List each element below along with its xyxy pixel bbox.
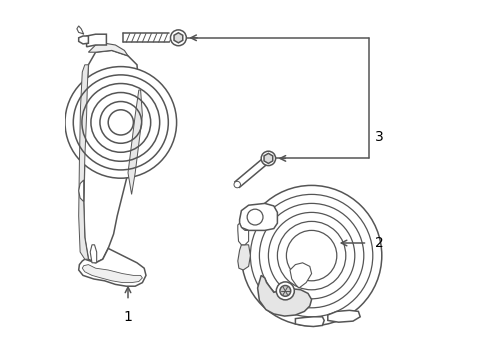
Text: 1: 1 <box>123 310 132 324</box>
Polygon shape <box>174 33 183 43</box>
Polygon shape <box>240 203 277 230</box>
Polygon shape <box>79 65 88 259</box>
Polygon shape <box>258 275 312 316</box>
Circle shape <box>171 30 186 46</box>
Polygon shape <box>328 310 360 322</box>
Circle shape <box>247 209 263 225</box>
Polygon shape <box>238 223 248 245</box>
Polygon shape <box>79 248 146 286</box>
Polygon shape <box>238 245 250 270</box>
Polygon shape <box>295 317 324 327</box>
Polygon shape <box>87 34 106 47</box>
Circle shape <box>65 67 176 178</box>
Circle shape <box>276 282 294 300</box>
Polygon shape <box>79 180 84 202</box>
Text: 3: 3 <box>375 130 384 144</box>
Polygon shape <box>84 50 139 263</box>
Polygon shape <box>235 160 266 187</box>
Polygon shape <box>79 36 88 44</box>
Circle shape <box>261 151 275 166</box>
Polygon shape <box>128 90 143 194</box>
Polygon shape <box>90 245 97 263</box>
Text: 2: 2 <box>375 236 384 250</box>
Circle shape <box>280 285 291 296</box>
Polygon shape <box>82 265 143 283</box>
Circle shape <box>234 181 241 188</box>
Polygon shape <box>77 26 84 34</box>
Polygon shape <box>290 263 312 288</box>
Circle shape <box>242 185 382 326</box>
Polygon shape <box>88 43 128 56</box>
Polygon shape <box>264 153 273 163</box>
